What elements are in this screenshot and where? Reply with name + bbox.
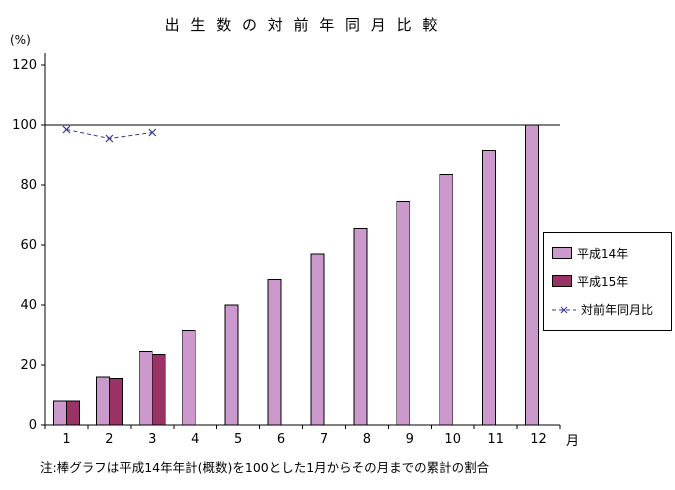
footnote: 注:棒グラフは平成14年年計(概数)を100とした1月からその月までの累計の割合 [40,460,490,475]
bar-h14-month-1 [53,400,67,426]
bar-h14-month-3 [138,351,153,426]
x-tick-label-9: 9 [406,432,414,447]
y-tick-label-100: 100 [12,118,37,133]
legend-item-h14: 平成14年 [552,245,667,262]
bar-h14-month-4 [181,330,196,426]
bar-h15-month-1 [66,400,80,426]
bar-h14-month-2 [95,376,110,426]
bar-h14-month-12 [525,124,539,426]
legend-line-sample-icon [552,306,576,314]
x-axis-unit-label: 月 [566,434,580,449]
y-tick-label-20: 20 [20,358,37,373]
legend-item-h15: 平成15年 [552,273,667,290]
bar-h14-month-5 [224,304,239,426]
bar-h14-month-9 [396,201,411,426]
y-axis-unit-label: (%) [10,33,31,47]
legend-swatch-h15-icon [552,275,572,288]
bar-h14-month-11 [482,150,497,426]
y-tick-label-40: 40 [20,298,37,313]
legend-label-ratio: 対前年同月比 [581,303,654,318]
ratio-marker-x-2 [105,134,114,143]
x-tick-label-8: 8 [363,432,371,447]
legend-label-h14: 平成14年 [577,246,629,261]
legend-label-h15: 平成15年 [577,274,629,289]
x-tick-label-10: 10 [444,432,461,447]
ratio-marker-x-1 [62,125,71,134]
legend-swatch-h14-icon [552,247,572,260]
x-tick-label-1: 1 [62,432,70,447]
chart-title: 出 生 数 の 対 前 年 同 月 比 較 [164,16,441,34]
x-tick-label-7: 7 [320,432,328,447]
x-tick-label-12: 12 [530,432,547,447]
bar-h14-month-6 [267,279,282,426]
bar-h15-month-2 [108,378,123,426]
ratio-line [66,129,153,140]
y-tick-label-120: 120 [12,58,37,73]
ratio-marker-x-3 [148,128,157,137]
x-tick-label-2: 2 [105,432,113,447]
bar-h14-month-8 [353,228,368,426]
x-tick-label-4: 4 [191,432,199,447]
x-tick-label-6: 6 [277,432,285,447]
x-tick-label-11: 11 [487,432,504,447]
y-tick-label-80: 80 [20,178,37,193]
legend-item-ratio: 対前年同月比 [552,301,667,318]
x-tick-label-3: 3 [148,432,156,447]
y-tick-label-0: 0 [29,418,37,433]
bar-h15-month-3 [151,354,166,426]
legend: 平成14年 平成15年 対前年同月比 [543,232,672,331]
x-tick-label-5: 5 [234,432,242,447]
bar-h14-month-10 [439,174,454,426]
bar-h14-month-7 [310,253,325,426]
y-tick-label-60: 60 [20,238,37,253]
